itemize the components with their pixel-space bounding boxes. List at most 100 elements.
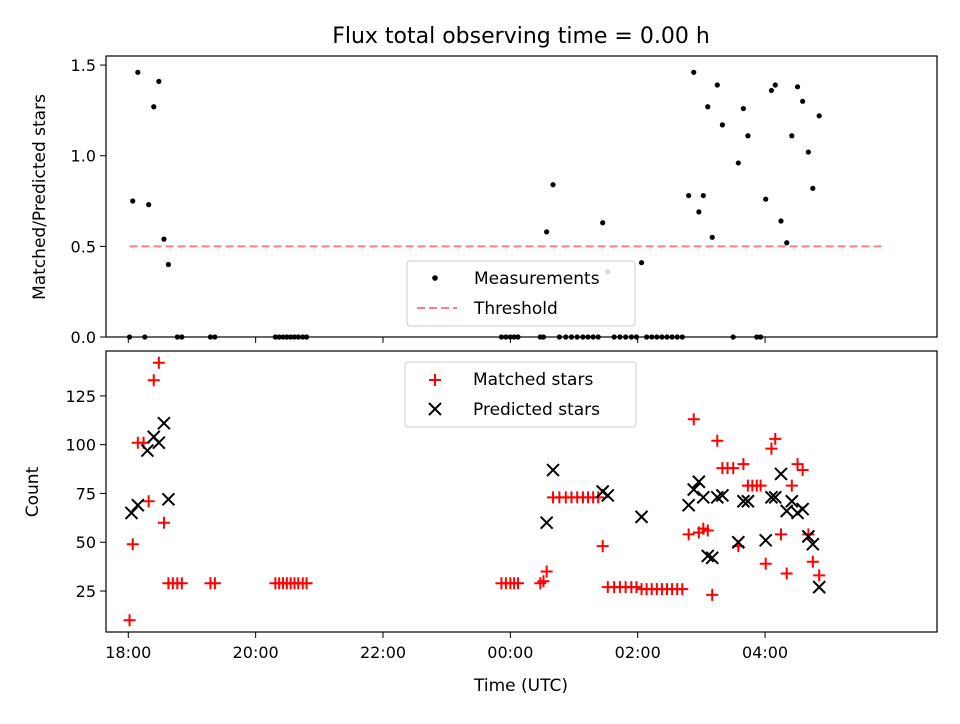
count-y-axis-label: Count <box>23 466 43 517</box>
measurement-point <box>709 234 715 240</box>
measurement-point <box>563 334 569 340</box>
matched-star-point <box>711 434 724 447</box>
predicted-star-point <box>741 494 755 508</box>
matched-star-point <box>774 528 787 541</box>
ratio-legend-box <box>406 260 636 327</box>
measurement-point <box>669 334 675 340</box>
measurement-point <box>590 334 596 340</box>
legend-matched-label: Matched stars <box>473 370 593 390</box>
measurement-point <box>686 192 692 199</box>
matched-star-point <box>769 432 782 445</box>
matched-star-point <box>537 575 550 588</box>
measurement-point <box>161 236 167 242</box>
matched-star-point <box>630 581 643 594</box>
predicted-star-point <box>806 537 820 551</box>
predicted-star-point <box>801 529 816 544</box>
y-tick-label: 125 <box>65 387 96 406</box>
predicted-star-point <box>687 482 701 497</box>
matched-star-point <box>152 356 165 369</box>
matched-star-point <box>759 557 772 570</box>
predicted-star-point <box>768 490 782 505</box>
measurement-point <box>544 229 550 235</box>
matched-star-point <box>540 565 553 578</box>
measurement-point <box>207 334 214 340</box>
measurement-point <box>295 334 301 340</box>
predicted-star-point <box>758 533 773 547</box>
measurement-point <box>745 133 751 139</box>
matched-star-point <box>754 479 767 492</box>
predicted-star-point <box>780 504 794 518</box>
measurement-point <box>649 334 655 340</box>
predicted-star-point <box>634 510 649 524</box>
legend-matched-marker <box>429 374 441 386</box>
measurement-point <box>763 196 769 202</box>
measurement-point <box>550 182 556 188</box>
measurement-point <box>696 209 702 215</box>
matched-star-point <box>765 442 778 455</box>
count-marks <box>123 356 826 627</box>
measurement-point <box>691 69 697 75</box>
predicted-star-point <box>692 475 706 489</box>
matched-star-point <box>813 569 826 582</box>
count-legend: Matched stars Predicted stars <box>404 361 637 428</box>
matched-star-point <box>126 538 139 551</box>
matched-star-point <box>706 588 719 601</box>
measurement-point <box>580 334 586 340</box>
x-tick-label: 04:00 <box>742 643 788 662</box>
y-tick-label: 0.5 <box>71 237 96 256</box>
matched-star-point <box>123 614 136 627</box>
predicted-star-point <box>795 502 810 516</box>
x-axis-label: Time (UTC) <box>473 676 568 696</box>
y-tick-label: 50 <box>76 533 96 552</box>
predicted-star-point <box>812 580 826 594</box>
measurement-point <box>156 78 162 84</box>
measurement-point <box>816 113 822 119</box>
matched-star-point <box>596 540 609 553</box>
measurement-point <box>611 334 617 340</box>
predicted-star-point <box>736 494 751 508</box>
measurement-point <box>768 87 775 94</box>
measurement-point <box>507 334 513 340</box>
measurement-point <box>628 334 634 340</box>
measurement-point <box>151 104 157 110</box>
matched-star-point <box>142 495 155 508</box>
measurement-point <box>794 84 801 90</box>
measurement-point <box>556 334 562 340</box>
matched-star-point <box>806 555 819 568</box>
measurement-point <box>574 334 580 340</box>
measurement-point <box>735 160 741 166</box>
x-tick-label: 00:00 <box>487 643 533 662</box>
predicted-star-point <box>546 463 560 477</box>
matched-star-point <box>147 374 160 387</box>
matched-star-point <box>780 567 793 580</box>
measurement-point <box>595 334 601 340</box>
matched-star-point <box>796 464 809 477</box>
measurement-point <box>719 122 726 128</box>
matched-star-point <box>676 583 689 596</box>
predicted-star-point <box>539 516 554 530</box>
predicted-star-point <box>774 467 788 481</box>
y-tick-label: 75 <box>76 484 96 503</box>
predicted-star-point <box>681 498 696 512</box>
measurement-point <box>638 260 645 266</box>
matched-star-point <box>175 577 188 590</box>
ratio-panel: Matched/Predicted stars 0.0 0.5 1.0 1.5 Mea… <box>30 55 938 347</box>
measurement-point <box>800 98 806 104</box>
measurement-point <box>130 198 136 204</box>
matched-star-point <box>687 413 700 426</box>
x-tick-label: 20:00 <box>233 643 279 662</box>
measurement-point <box>540 334 547 340</box>
legend-predicted-marker <box>428 402 442 416</box>
matched-star-point <box>157 516 170 529</box>
ratio-axis-ticks: 0.0 0.5 1.0 1.5 <box>71 56 766 347</box>
predicted-star-point <box>696 490 711 505</box>
measurement-point <box>633 334 640 340</box>
measurement-point <box>126 334 133 340</box>
matched-star-point <box>208 577 221 590</box>
matched-star-point <box>727 462 740 475</box>
y-tick-label: 25 <box>76 582 96 601</box>
measurement-point <box>659 334 665 340</box>
matched-star-point <box>300 577 313 590</box>
matched-star-point <box>737 458 750 471</box>
predicted-star-point <box>705 551 719 565</box>
